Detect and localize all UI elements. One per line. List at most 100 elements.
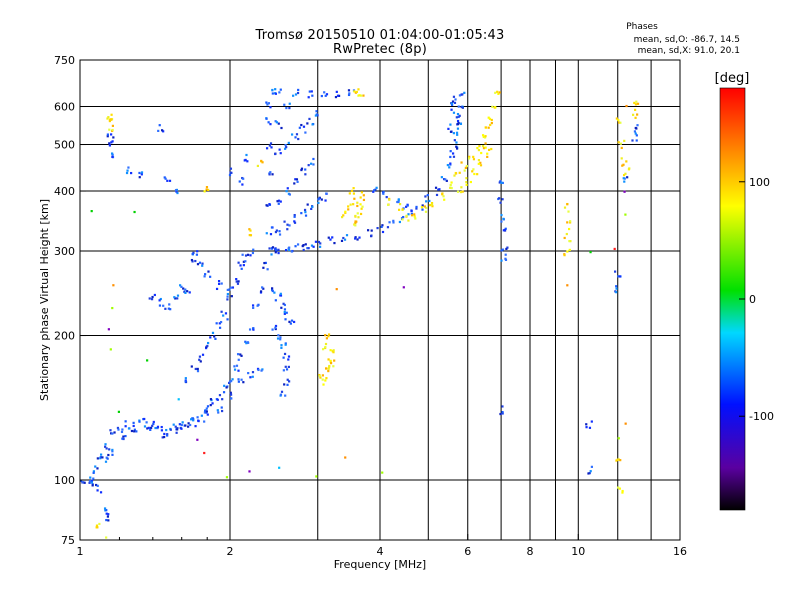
data-point-o — [285, 146, 288, 149]
data-point-x — [111, 128, 114, 132]
data-point-x — [617, 121, 621, 124]
data-point-o — [293, 213, 296, 217]
data-point-x — [261, 161, 264, 164]
data-point-o — [176, 294, 180, 297]
data-point-o — [167, 307, 170, 310]
data-point-x — [636, 102, 640, 105]
data-point-o — [237, 369, 240, 372]
data-point-x — [472, 155, 475, 158]
data-point-o — [89, 476, 92, 479]
data-point-o — [280, 126, 283, 130]
data-point-o — [324, 94, 327, 97]
data-point-x — [490, 118, 493, 122]
data-point-x — [205, 188, 208, 191]
data-point-x — [388, 198, 391, 201]
data-point-o — [449, 130, 453, 133]
data-point-o — [158, 124, 161, 127]
data-point-x — [464, 166, 467, 169]
data-point-o — [160, 425, 163, 429]
data-point-x — [356, 201, 359, 204]
data-point-o — [288, 102, 291, 105]
data-point-o — [310, 244, 314, 247]
data-point-o — [449, 162, 452, 165]
data-point-x — [352, 192, 356, 195]
data-point-o — [229, 286, 233, 289]
data-point-o — [163, 435, 166, 439]
data-point-o — [222, 314, 225, 317]
data-point-o — [235, 364, 239, 367]
data-point-x — [355, 90, 358, 94]
data-point-x — [482, 147, 486, 150]
data-point-x — [248, 228, 251, 231]
data-point-o — [206, 341, 210, 345]
data-point-o — [251, 375, 254, 378]
data-point-o — [626, 176, 629, 179]
data-point-x — [327, 333, 331, 336]
data-point-o — [382, 192, 385, 195]
data-point-o — [268, 247, 271, 250]
data-point-o — [265, 117, 268, 120]
data-point-o — [237, 378, 240, 381]
data-point-x — [353, 90, 356, 93]
data-point-o — [415, 205, 418, 209]
data-point-o — [271, 287, 274, 290]
data-point-o — [451, 103, 454, 106]
data-point-o — [271, 88, 274, 92]
data-point-o — [319, 242, 322, 245]
data-point-other — [177, 398, 180, 401]
data-point-x — [407, 219, 410, 222]
data-point-o — [373, 189, 376, 192]
data-point-x — [325, 337, 328, 340]
data-point-o — [215, 287, 219, 291]
data-point-o — [244, 158, 247, 162]
data-point-o — [501, 248, 505, 251]
data-point-o — [375, 186, 378, 189]
data-point-x — [352, 187, 355, 190]
data-point-o — [300, 168, 303, 172]
data-point-o — [224, 312, 228, 315]
data-point-x — [324, 379, 327, 382]
data-point-x — [249, 229, 252, 232]
data-point-o — [274, 324, 278, 328]
data-point-x — [467, 157, 471, 160]
data-point-o — [286, 223, 289, 226]
data-point-o — [174, 297, 177, 300]
data-point-o — [323, 91, 326, 94]
data-point-o — [111, 448, 114, 452]
data-point-o — [456, 119, 460, 123]
data-point-o — [331, 236, 334, 239]
data-point-x — [477, 159, 481, 162]
data-point-o — [274, 327, 277, 331]
data-point-o — [222, 391, 226, 394]
data-point-o — [103, 507, 107, 510]
data-point-o — [169, 428, 172, 431]
data-point-o — [95, 483, 98, 487]
data-point-o — [279, 200, 282, 203]
data-point-o — [385, 196, 388, 199]
data-point-o — [450, 102, 454, 105]
data-point-x — [461, 190, 464, 193]
data-point-x — [354, 224, 357, 227]
data-point-o — [198, 261, 202, 264]
data-point-o — [203, 411, 207, 414]
data-point-o — [184, 380, 187, 383]
data-point-o — [214, 337, 217, 340]
data-point-o — [276, 337, 280, 340]
data-point-o — [398, 220, 402, 224]
data-point-o — [230, 295, 233, 298]
data-point-x — [484, 146, 487, 149]
data-point-o — [396, 200, 399, 204]
data-point-o — [461, 93, 464, 96]
data-point-o — [457, 115, 460, 119]
data-point-o — [406, 204, 409, 207]
data-point-o — [623, 180, 626, 183]
data-point-o — [455, 141, 458, 144]
data-point-o — [152, 420, 155, 424]
data-point-o — [314, 114, 317, 117]
data-point-x — [615, 117, 618, 120]
y-tick-label: 500 — [54, 139, 75, 152]
data-point-o — [158, 299, 161, 302]
data-point-o — [381, 224, 384, 227]
data-point-x — [430, 201, 434, 205]
data-point-o — [113, 431, 116, 434]
